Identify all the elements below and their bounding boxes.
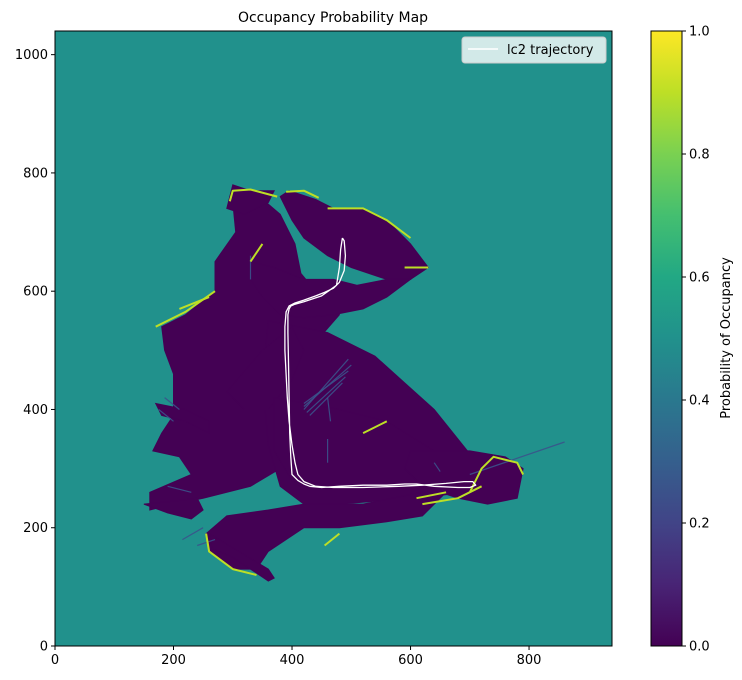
colorbar-tick-label: 1.0 bbox=[689, 25, 710, 40]
colorbar-ticks: 0.0 0.2 0.4 0.6 0.8 1.0 bbox=[682, 25, 710, 655]
trajectory-line bbox=[284, 237, 477, 489]
legend[interactable]: lc2 trajectory bbox=[461, 36, 607, 64]
occupied-edge bbox=[323, 532, 341, 547]
colorbar-gradient bbox=[650, 30, 683, 647]
sensor-ray bbox=[303, 358, 349, 410]
colorbar-tick-label: 0.2 bbox=[689, 517, 710, 532]
occupied-edge bbox=[179, 296, 210, 310]
x-tick-label: 800 bbox=[517, 653, 542, 668]
occupied-edge bbox=[468, 455, 524, 493]
y-tick-label: 1000 bbox=[15, 48, 48, 63]
x-tick-label: 200 bbox=[161, 653, 186, 668]
legend-label: lc2 trajectory bbox=[507, 43, 594, 58]
x-axis: 0 200 400 600 800 bbox=[51, 646, 542, 668]
free-space-region bbox=[205, 491, 448, 570]
sensor-ray bbox=[158, 409, 174, 422]
sensor-ray bbox=[469, 441, 565, 476]
colorbar-tick-label: 0.0 bbox=[689, 640, 710, 655]
sensor-ray bbox=[306, 376, 346, 413]
colorbar-tick-label: 0.8 bbox=[689, 148, 710, 163]
occupied-edge bbox=[422, 485, 483, 506]
sensor-ray bbox=[327, 397, 332, 422]
x-tick-label: 600 bbox=[398, 653, 423, 668]
free-space-region bbox=[208, 532, 275, 582]
sensor-ray bbox=[303, 370, 349, 404]
colorbar-label: Probability of Occupancy bbox=[719, 257, 734, 419]
sensor-ray bbox=[309, 382, 343, 416]
occupied-edge bbox=[327, 207, 412, 239]
free-space-region bbox=[154, 402, 210, 434]
legend-box bbox=[461, 36, 607, 64]
occupied-edge bbox=[205, 533, 257, 576]
sensor-ray bbox=[433, 462, 441, 472]
occupied-edge bbox=[416, 491, 447, 500]
colorbar-tick-label: 0.4 bbox=[689, 394, 710, 409]
free-space-region bbox=[404, 450, 524, 505]
colorbar-tick-label: 0.6 bbox=[689, 271, 710, 286]
occupied-edge bbox=[249, 243, 264, 263]
occupied-edge bbox=[286, 189, 320, 199]
y-tick-label: 400 bbox=[23, 403, 48, 418]
occupied-edge bbox=[228, 188, 278, 202]
x-tick-label: 400 bbox=[280, 653, 305, 668]
chart-title: Occupancy Probability Map bbox=[238, 10, 428, 26]
sensor-ray bbox=[164, 397, 180, 410]
y-tick-label: 600 bbox=[23, 285, 48, 300]
y-tick-label: 200 bbox=[23, 521, 48, 536]
sensor-ray bbox=[197, 539, 216, 547]
trajectory-layer bbox=[284, 237, 477, 489]
y-tick-label: 0 bbox=[40, 640, 48, 655]
free-space-region bbox=[143, 497, 204, 520]
plot-frame bbox=[54, 30, 613, 647]
occupied-edge bbox=[362, 420, 388, 434]
sensor-ray bbox=[167, 485, 192, 493]
y-axis: 0 200 400 600 800 1000 bbox=[15, 48, 55, 655]
sensor-ray bbox=[182, 527, 204, 541]
occupancy-map bbox=[143, 184, 565, 582]
x-tick-label: 0 bbox=[51, 653, 59, 668]
colorbar: 0.0 0.2 0.4 0.6 0.8 1.0 Probability of Occupa… bbox=[650, 25, 734, 655]
y-tick-label: 800 bbox=[23, 166, 48, 181]
